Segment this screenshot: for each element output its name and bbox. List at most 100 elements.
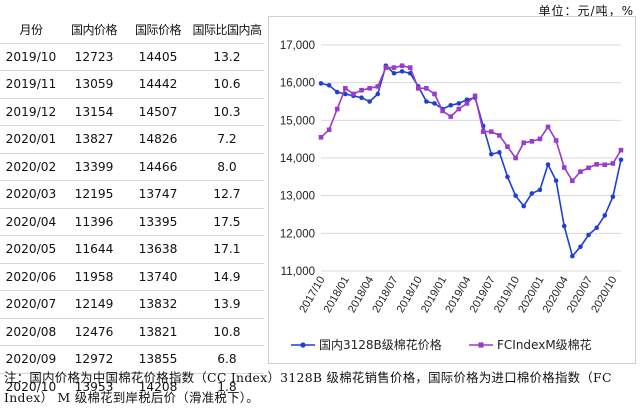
table-row: 2020/04 11396 13395 17.5 bbox=[0, 208, 264, 236]
data-point bbox=[391, 65, 397, 70]
data-point bbox=[488, 151, 494, 157]
data-point bbox=[391, 70, 397, 76]
cell-month: 2020/08 bbox=[5, 324, 57, 339]
cell-month: 2020/06 bbox=[5, 269, 57, 284]
data-point bbox=[448, 114, 454, 119]
cell-international-price: 14466 bbox=[138, 159, 178, 174]
data-point bbox=[594, 162, 599, 167]
data-point bbox=[553, 178, 559, 183]
legend-marker bbox=[300, 342, 306, 348]
cell-domestic-price: 13399 bbox=[74, 159, 114, 174]
data-point bbox=[456, 101, 462, 106]
data-point bbox=[586, 232, 591, 238]
cell-month: 2020/02 bbox=[5, 159, 57, 174]
data-point bbox=[578, 169, 583, 174]
data-point bbox=[359, 95, 364, 101]
cell-ratio: 17.5 bbox=[213, 214, 241, 229]
cell-international-price: 14826 bbox=[138, 132, 178, 147]
cell-international-price: 13821 bbox=[138, 324, 178, 339]
header-international-price: 国际价格 bbox=[134, 22, 182, 37]
table-row: 2020/05 11644 13638 17.1 bbox=[0, 235, 264, 264]
data-point bbox=[407, 65, 413, 70]
data-point bbox=[521, 140, 527, 146]
footnote: 注：国内价格为中国棉花价格指数（CC Index）3128B 级棉花销售价格，国… bbox=[4, 370, 612, 405]
data-point bbox=[399, 69, 405, 74]
table-row: 2020/01 13827 14826 7.2 bbox=[0, 125, 264, 154]
cell-ratio: 6.8 bbox=[217, 352, 237, 367]
data-point bbox=[570, 178, 575, 184]
table-row: 2020/08 12476 13821 10.8 bbox=[0, 318, 264, 346]
legend-label: FCIndexM级棉花 bbox=[497, 337, 592, 352]
table-row: 2019/12 13154 14507 10.3 bbox=[0, 98, 264, 126]
data-point bbox=[318, 81, 324, 86]
legend-label: 国内3128B级棉花价格 bbox=[319, 337, 442, 352]
cell-ratio: 10.3 bbox=[213, 104, 241, 119]
table-row: 2020/10 13953 14208 1.8 bbox=[0, 373, 264, 400]
chart-panel: 11,000 12,000 13,000 14,000 15,000 16,000 17,0… bbox=[268, 16, 636, 364]
cell-domestic-price: 12195 bbox=[74, 187, 114, 202]
data-point bbox=[359, 87, 364, 93]
cell-international-price: 13855 bbox=[138, 352, 178, 367]
cell-domestic-price: 11958 bbox=[74, 269, 114, 284]
cell-ratio: 17.1 bbox=[213, 242, 241, 257]
y-tick-label: 16,000 bbox=[280, 78, 315, 90]
data-point bbox=[618, 157, 624, 163]
cell-ratio: 1.8 bbox=[217, 379, 237, 394]
cell-month: 2019/10 bbox=[5, 49, 57, 64]
cell-domestic-price: 12972 bbox=[74, 352, 114, 367]
y-tick-label: 14,000 bbox=[280, 153, 315, 165]
cell-international-price: 13832 bbox=[138, 297, 178, 312]
table-row: 2020/07 12149 13832 13.9 bbox=[0, 290, 264, 319]
data-point bbox=[513, 193, 518, 198]
data-point bbox=[432, 101, 437, 106]
cell-domestic-price: 12149 bbox=[74, 297, 114, 312]
cell-ratio: 10.8 bbox=[213, 324, 241, 339]
data-point bbox=[521, 203, 527, 209]
cell-domestic-price: 13827 bbox=[74, 132, 114, 147]
data-point bbox=[343, 86, 348, 91]
cell-domestic-price: 13953 bbox=[74, 379, 114, 394]
data-point bbox=[464, 97, 470, 102]
data-point bbox=[570, 253, 575, 259]
data-point bbox=[424, 86, 429, 91]
legend-marker bbox=[478, 342, 484, 348]
cell-international-price: 14442 bbox=[138, 77, 178, 92]
data-point bbox=[602, 162, 608, 168]
data-point bbox=[529, 139, 535, 144]
cell-month: 2020/10 bbox=[5, 379, 57, 394]
data-point bbox=[561, 165, 567, 170]
data-point bbox=[618, 147, 624, 153]
data-point bbox=[383, 65, 389, 70]
cell-month: 2020/03 bbox=[5, 187, 57, 202]
cell-ratio: 13.9 bbox=[213, 297, 241, 312]
data-point bbox=[367, 99, 372, 104]
table-body: 2019/10 12723 14405 13.2 2019/11 13059 14442 10… bbox=[0, 43, 264, 400]
table-row: 2020/02 13399 14466 8.0 bbox=[0, 153, 264, 181]
data-point bbox=[472, 93, 478, 99]
cell-ratio: 14.9 bbox=[213, 269, 241, 284]
header-domestic-price: 国内价格 bbox=[70, 22, 118, 37]
cell-ratio: 8.0 bbox=[217, 159, 237, 174]
data-point bbox=[334, 89, 340, 95]
data-point bbox=[610, 194, 616, 200]
cell-international-price: 14507 bbox=[138, 104, 178, 119]
series-line bbox=[320, 64, 622, 258]
data-point bbox=[529, 191, 535, 196]
data-point bbox=[497, 133, 502, 138]
cell-international-price: 14208 bbox=[138, 379, 178, 394]
data-point bbox=[334, 106, 340, 112]
cell-month: 2020/04 bbox=[5, 214, 57, 229]
data-point bbox=[448, 102, 454, 108]
cell-month: 2020/09 bbox=[5, 352, 57, 367]
table-row: 2019/10 12723 14405 13.2 bbox=[0, 43, 264, 71]
cell-domestic-price: 13059 bbox=[74, 77, 114, 92]
data-point bbox=[456, 106, 462, 112]
y-tick-label: 12,000 bbox=[280, 228, 315, 240]
cell-month: 2020/05 bbox=[5, 242, 57, 257]
cell-ratio: 7.2 bbox=[217, 132, 237, 147]
cell-international-price: 13740 bbox=[138, 269, 178, 284]
cell-month: 2019/12 bbox=[5, 104, 57, 119]
cell-international-price: 14405 bbox=[138, 49, 178, 64]
header-month: 月份 bbox=[19, 22, 43, 37]
data-point bbox=[537, 187, 543, 193]
